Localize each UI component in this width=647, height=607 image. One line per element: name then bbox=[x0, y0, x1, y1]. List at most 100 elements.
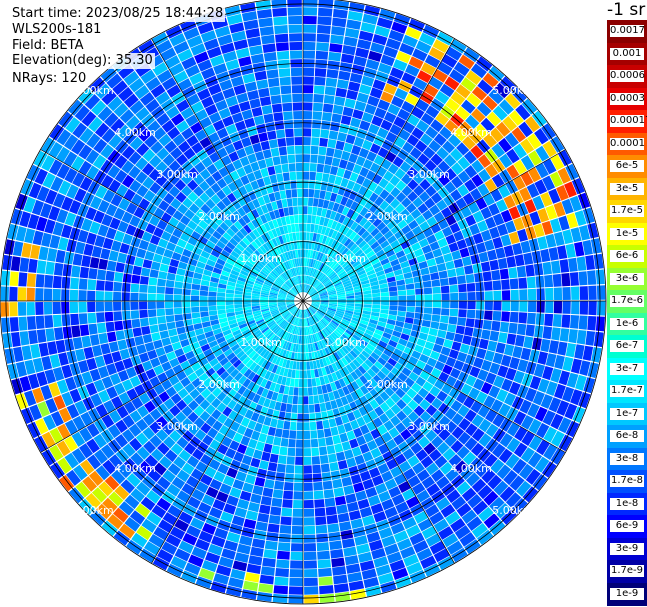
range-gate-cell bbox=[15, 226, 27, 242]
range-gate-cell bbox=[406, 562, 423, 575]
range-ring-label: 5.00km bbox=[72, 504, 114, 517]
range-gate-cell bbox=[380, 292, 389, 297]
range-gate-cell bbox=[242, 294, 252, 299]
range-gate-cell bbox=[314, 270, 320, 279]
range-gate-cell bbox=[53, 193, 66, 208]
range-gate-cell bbox=[556, 400, 570, 416]
range-gate-cell bbox=[305, 284, 309, 293]
range-gate-cell bbox=[279, 254, 286, 263]
range-gate-cell bbox=[328, 292, 337, 296]
range-gate-cell bbox=[292, 307, 298, 315]
range-gate-cell bbox=[133, 227, 145, 239]
range-gate-cell bbox=[338, 324, 347, 332]
range-gate-cell bbox=[381, 296, 390, 301]
range-gate-cell bbox=[364, 103, 377, 115]
range-gate-cell bbox=[288, 24, 302, 33]
range-gate-cell bbox=[70, 277, 79, 290]
range-gate-cell bbox=[296, 352, 301, 362]
range-gate-cell bbox=[270, 344, 277, 354]
range-gate-cell bbox=[354, 263, 363, 271]
range-gate-cell bbox=[544, 274, 554, 288]
range-gate-cell bbox=[320, 303, 329, 307]
range-gate-cell bbox=[346, 268, 355, 275]
range-gate-cell bbox=[317, 198, 325, 208]
range-gate-cell bbox=[407, 423, 419, 435]
range-gate-cell bbox=[21, 345, 32, 361]
range-gate-cell bbox=[448, 276, 458, 285]
range-gate-cell bbox=[374, 107, 387, 119]
range-gate-cell bbox=[407, 475, 421, 488]
range-gate-cell bbox=[182, 282, 192, 290]
range-gate-cell bbox=[435, 336, 445, 346]
range-gate-cell bbox=[203, 124, 216, 136]
range-gate-cell bbox=[101, 89, 117, 106]
range-gate-cell bbox=[388, 339, 398, 348]
range-gate-cell bbox=[318, 288, 326, 293]
range-gate-cell bbox=[187, 372, 198, 383]
range-gate-cell bbox=[133, 206, 146, 219]
range-gate-cell bbox=[457, 156, 471, 170]
range-gate-cell bbox=[26, 302, 35, 316]
range-gate-cell bbox=[260, 167, 269, 178]
range-gate-cell bbox=[197, 22, 214, 35]
range-gate-cell bbox=[41, 137, 56, 154]
range-gate-cell bbox=[161, 77, 177, 91]
range-gate-cell bbox=[254, 316, 264, 322]
range-gate-cell bbox=[376, 17, 393, 29]
range-gate-cell bbox=[238, 56, 252, 67]
range-gate-cell bbox=[320, 181, 328, 191]
colorbar-tick-label: 3e-5 bbox=[610, 182, 644, 195]
range-gate-cell bbox=[69, 301, 79, 314]
range-gate-cell bbox=[104, 301, 113, 312]
range-gate-cell bbox=[285, 233, 291, 243]
range-gate-cell bbox=[285, 314, 292, 321]
range-gate-cell bbox=[295, 456, 303, 465]
range-gate-cell bbox=[147, 468, 162, 483]
range-gate-cell bbox=[311, 316, 316, 324]
range-gate-cell bbox=[354, 249, 363, 258]
range-gate-cell bbox=[416, 119, 430, 133]
range-gate-cell bbox=[24, 390, 37, 407]
range-gate-cell bbox=[390, 466, 403, 478]
range-gate-cell bbox=[243, 427, 254, 438]
range-gate-cell bbox=[304, 560, 317, 569]
range-gate-cell bbox=[321, 120, 331, 130]
range-gate-cell bbox=[193, 323, 203, 330]
range-gate-cell bbox=[278, 293, 287, 297]
range-gate-cell bbox=[317, 24, 331, 34]
range-gate-cell bbox=[118, 392, 131, 405]
range-gate-cell bbox=[333, 252, 341, 261]
range-gate-cell bbox=[169, 405, 181, 417]
range-gate-cell bbox=[282, 252, 288, 262]
range-gate-cell bbox=[318, 146, 327, 156]
range-gate-cell bbox=[342, 366, 350, 376]
range-gate-cell bbox=[242, 298, 251, 301]
range-gate-cell bbox=[564, 403, 578, 420]
range-gate-cell bbox=[182, 295, 191, 301]
range-gate-cell bbox=[334, 176, 343, 186]
range-gate-cell bbox=[340, 236, 349, 245]
range-gate-cell bbox=[309, 306, 317, 312]
range-gate-cell bbox=[286, 296, 295, 300]
range-gate-cell bbox=[431, 435, 444, 449]
range-gate-cell bbox=[242, 237, 251, 246]
range-gate-cell bbox=[308, 180, 316, 189]
range-gate-cell bbox=[484, 291, 493, 301]
range-gate-cell bbox=[466, 516, 483, 531]
range-gate-cell bbox=[571, 286, 580, 300]
range-gate-cell bbox=[195, 241, 206, 250]
range-gate-cell bbox=[270, 334, 278, 343]
range-gate-cell bbox=[269, 86, 281, 96]
range-gate-cell bbox=[451, 547, 468, 563]
range-gate-cell bbox=[363, 297, 372, 301]
range-gate-cell bbox=[283, 482, 294, 491]
range-gate-cell bbox=[114, 434, 128, 448]
range-gate-cell bbox=[74, 105, 90, 122]
range-gate-cell bbox=[200, 30, 217, 43]
range-gate-cell bbox=[254, 70, 267, 81]
range-gate-cell bbox=[255, 216, 264, 226]
range-gate-cell bbox=[362, 515, 376, 526]
range-gate-cell bbox=[58, 407, 72, 423]
range-gate-cell bbox=[352, 334, 361, 342]
range-gate-cell bbox=[350, 276, 360, 283]
